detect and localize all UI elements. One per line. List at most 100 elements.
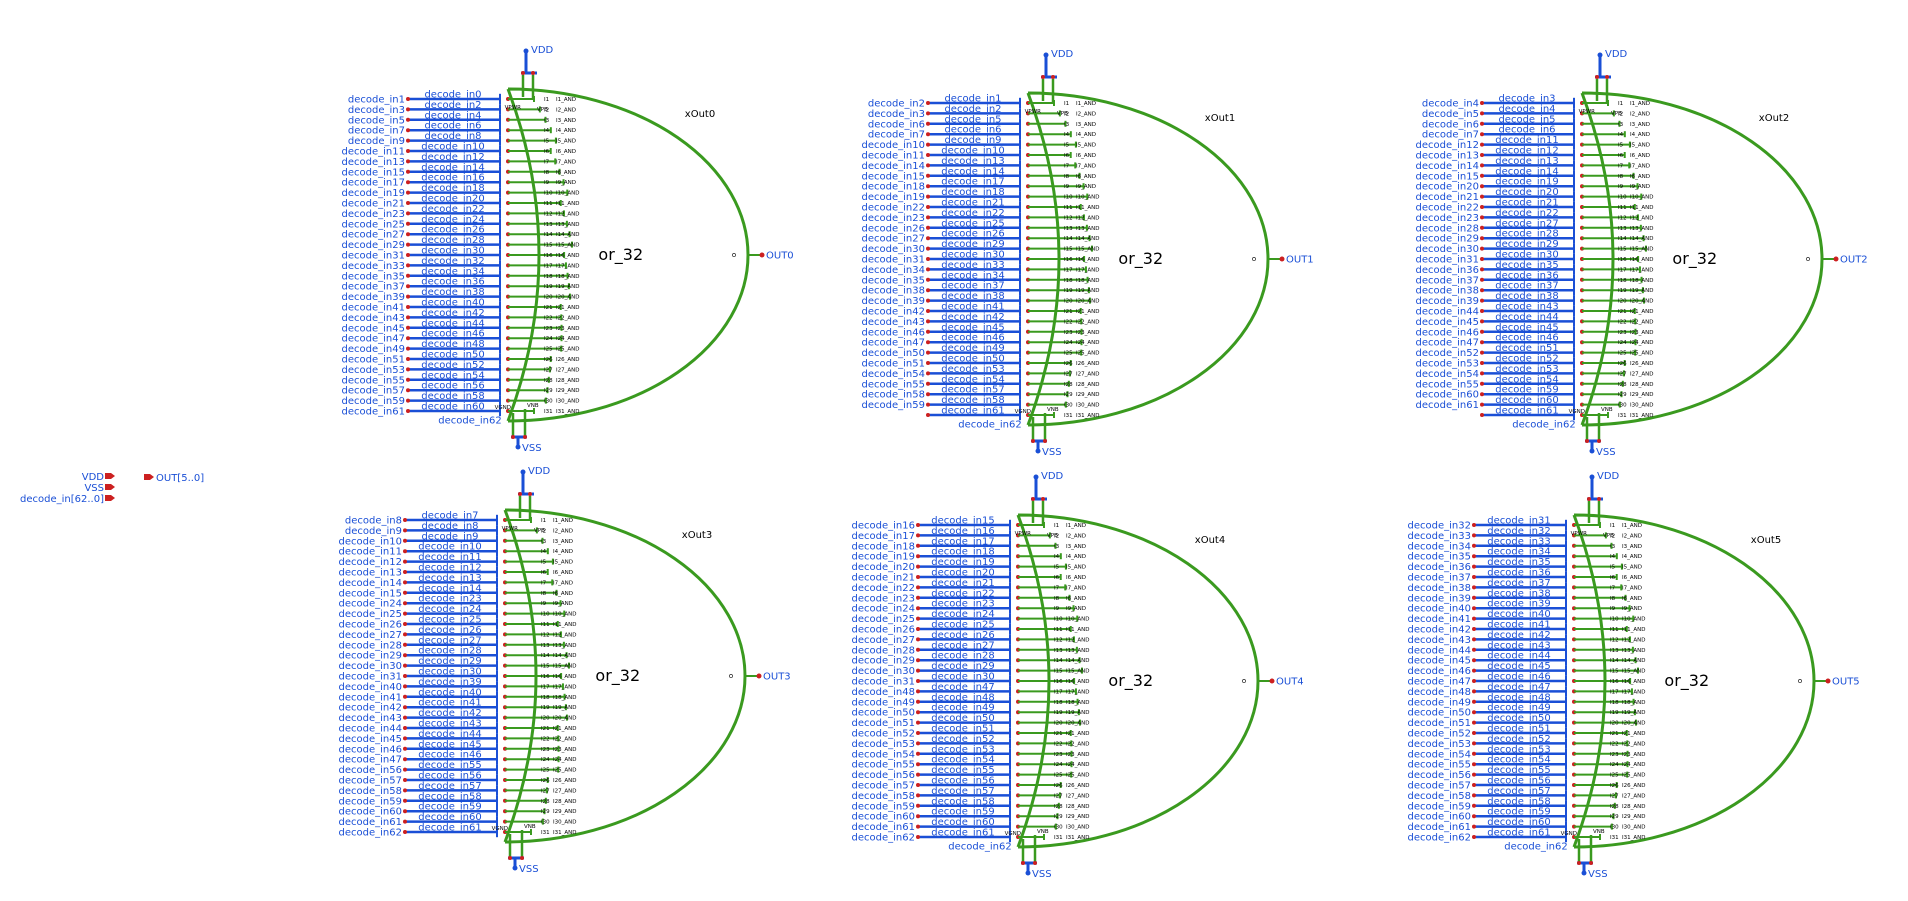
- wire-end-dot: [916, 751, 920, 756]
- wire-end-dot: [403, 601, 407, 606]
- net-label-outer: decode_in59: [339, 796, 402, 807]
- vdd-dot[interactable]: [523, 48, 529, 54]
- wire-end-dot: [1472, 762, 1476, 767]
- pin-number-label: I31: [1618, 413, 1627, 419]
- pin-number-label: I14: [1054, 658, 1063, 664]
- output-pin-dot[interactable]: [1825, 678, 1831, 684]
- net-label-inner: decode_in30: [941, 250, 1004, 261]
- output-pin-dot[interactable]: [1269, 678, 1275, 684]
- vss-dot[interactable]: [512, 865, 518, 871]
- output-pin-dot[interactable]: [756, 673, 762, 679]
- net-label-outer: decode_in53: [342, 365, 405, 376]
- pin-name-label: I29_AND: [1622, 814, 1645, 820]
- vdd-dot[interactable]: [520, 469, 526, 475]
- wire-end-dot: [916, 658, 920, 663]
- instance-name-label: xOut2: [1759, 113, 1789, 124]
- ground-pins: VSS VGND VNB: [1005, 829, 1052, 880]
- wire-end-dot: [403, 528, 407, 533]
- pin-number-label: I4: [1618, 132, 1624, 138]
- net-label-outer: decode_in23: [1416, 213, 1479, 224]
- net-label-outer: decode_in47: [342, 334, 405, 345]
- output-pin-dot[interactable]: [759, 252, 765, 258]
- vpwr-pin-label: VPWR: [1015, 531, 1032, 537]
- wire-end-dot: [406, 221, 410, 226]
- net-label-outer: decode_in35: [1408, 552, 1471, 563]
- vpb-pin-label: VPB: [1603, 533, 1614, 539]
- wire-end-dot: [403, 798, 407, 803]
- pin-name-label: I12_AND: [553, 632, 576, 638]
- wire-end-dot: [1472, 710, 1476, 715]
- output-pin-dot[interactable]: [1833, 256, 1839, 262]
- net-label-inner: decode_in38: [421, 287, 484, 298]
- pin-name-label: I16_AND: [1630, 257, 1653, 263]
- power-pins: VDD VPWR VPB: [1571, 471, 1620, 539]
- vss-dot[interactable]: [1589, 448, 1595, 454]
- net-label-inner: decode_in14: [418, 583, 481, 594]
- pin-number-label: I24: [1054, 762, 1063, 768]
- vdd-dot[interactable]: [1589, 474, 1595, 480]
- wire-end-dot: [1480, 121, 1484, 126]
- pin-number-label: I16: [541, 674, 550, 680]
- vdd-dot[interactable]: [1043, 52, 1049, 58]
- or32-gate-xOut1[interactable]: decode_in2decode_in3decode_in6decode_in7…: [862, 49, 1314, 458]
- pin-number-label: I18: [1618, 278, 1627, 284]
- pin-number-label: I10: [1054, 617, 1063, 623]
- wire-end-dot: [403, 736, 407, 741]
- vdd-dot[interactable]: [1033, 474, 1039, 480]
- input-port-decode-bus-icon[interactable]: [105, 495, 115, 501]
- pin-name-label: I27_AND: [1630, 371, 1653, 377]
- output-bubble-icon: [1798, 679, 1802, 683]
- net-label-inner: decode_in54: [941, 374, 1004, 385]
- net-label-outer: decode_in54: [852, 749, 915, 760]
- internal-pin-names: I1 I1_AND I2 I2_AND I3 I3_AND I4 I4_AND I5 I5_AND…: [541, 518, 576, 836]
- vdd-dot[interactable]: [1597, 52, 1603, 58]
- vss-dot[interactable]: [1581, 870, 1587, 876]
- vss-dot[interactable]: [515, 444, 521, 450]
- pin-name-label: I3_AND: [1630, 122, 1650, 128]
- net-label-outer: decode_in9: [345, 526, 402, 537]
- input-port-vdd-icon[interactable]: [105, 473, 115, 479]
- pin-number-label: I27: [1618, 371, 1627, 377]
- pin-number-label: I27: [1064, 371, 1073, 377]
- net-label-outer: decode_in48: [852, 687, 915, 698]
- or32-gate-xOut0[interactable]: decode_in1decode_in3decode_in5decode_in7…: [342, 45, 794, 454]
- pin-number-label: I28: [1610, 804, 1619, 810]
- wire-end-dot: [1472, 679, 1476, 683]
- pin-number-label: I11: [541, 622, 550, 628]
- output-port-out-icon[interactable]: [144, 474, 154, 480]
- or32-gate-xOut3[interactable]: decode_in8decode_in9decode_in10decode_in…: [339, 466, 791, 875]
- or32-gate-xOut2[interactable]: decode_in4decode_in5decode_in6decode_in7…: [1416, 49, 1868, 458]
- net-label-outer: decode_in15: [342, 167, 405, 178]
- vss-dot[interactable]: [1025, 870, 1031, 876]
- wire-end-dot: [403, 726, 407, 730]
- net-label-inner: decode_in53: [1495, 364, 1558, 375]
- wire-end-dot: [1472, 751, 1476, 756]
- pin-number-label: I12: [1610, 637, 1619, 643]
- input-port-vss-icon[interactable]: [105, 484, 115, 490]
- vdd-label: VDD: [528, 466, 551, 477]
- net-label-inner: decode_in39: [418, 677, 481, 688]
- cell-type-label: or_32: [1672, 249, 1717, 269]
- or32-gate-xOut5[interactable]: decode_in32decode_in33decode_in34decode_…: [1408, 471, 1860, 880]
- wire-end-dot: [926, 371, 930, 376]
- pin-number-label: I28: [1054, 804, 1063, 810]
- wire-end-dot: [406, 201, 410, 205]
- pin-name-label: I5_AND: [1066, 565, 1086, 571]
- net-label-inner: decode_in16: [931, 526, 994, 537]
- vnb-pin-label: VNB: [1593, 829, 1605, 835]
- net-label-outer: decode_in41: [339, 692, 402, 703]
- vnb-pin-label: VNB: [1047, 407, 1059, 413]
- wire-end-dot: [406, 169, 410, 174]
- output-pin-dot[interactable]: [1279, 256, 1285, 262]
- wire-end-dot: [916, 533, 920, 538]
- pin-number-label: I3: [544, 118, 550, 124]
- pin-number-label: I29: [1054, 814, 1063, 820]
- vgnd-pin-dot: [1585, 439, 1589, 443]
- pin-number-label: I11: [1054, 627, 1063, 633]
- vss-dot[interactable]: [1035, 448, 1041, 454]
- input-pin-group: decode_in8decode_in9decode_in10decode_in…: [339, 511, 570, 839]
- pin-number-label: I17: [1610, 689, 1619, 695]
- vnb-pin-label: VNB: [1601, 407, 1613, 413]
- or32-gate-xOut4[interactable]: decode_in16decode_in17decode_in18decode_…: [852, 471, 1304, 880]
